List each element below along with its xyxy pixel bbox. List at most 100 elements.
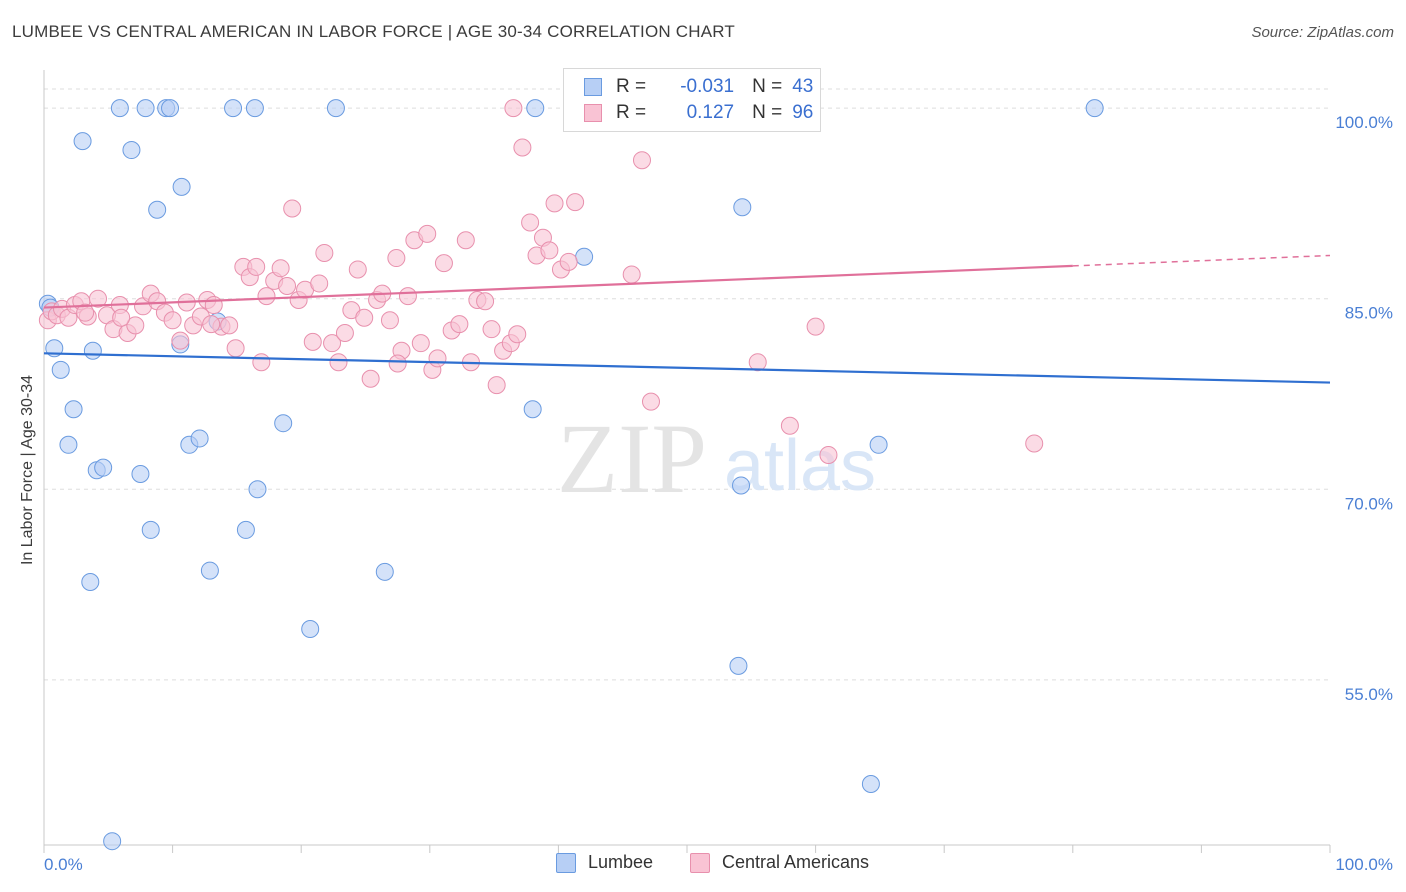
lumbee-point xyxy=(274,414,293,433)
central-americans-point xyxy=(171,331,190,350)
legend-r-value: -0.031 xyxy=(680,76,735,97)
watermark-zip: ZIP xyxy=(557,403,707,514)
central-americans-point xyxy=(283,199,302,218)
central-americans-point xyxy=(303,332,322,351)
central-americans-point xyxy=(76,303,95,322)
central-americans-point xyxy=(748,353,767,372)
central-americans-point xyxy=(456,231,475,250)
lumbee-point xyxy=(64,400,83,419)
central-americans-point xyxy=(163,311,182,330)
watermark-atlas: atlas xyxy=(724,426,876,506)
legend-n-label: N = xyxy=(752,76,783,97)
central-americans-point xyxy=(315,243,334,262)
central-americans-point xyxy=(476,292,495,311)
central-americans-point xyxy=(1025,434,1044,453)
lumbee-point xyxy=(190,429,209,448)
legend-n-value: 96 xyxy=(792,102,814,123)
central-americans-point xyxy=(513,138,532,157)
legend-swatch-central-americans xyxy=(690,852,710,873)
lumbee-point xyxy=(103,832,122,851)
central-americans-point xyxy=(521,213,540,232)
lumbee-point xyxy=(59,435,78,454)
central-americans-point xyxy=(271,259,290,278)
legend-row-lumbee: R = -0.031 N = 43 xyxy=(584,75,813,99)
lumbee-point xyxy=(248,480,267,499)
lumbee-point xyxy=(148,200,167,219)
lumbee-point xyxy=(732,476,751,495)
x-tick-label-min: 0.0% xyxy=(44,855,83,874)
lumbee-point xyxy=(523,400,542,419)
central-americans-point xyxy=(310,274,329,293)
central-americans-point xyxy=(504,99,523,118)
lumbee-point xyxy=(869,435,888,454)
central-americans-point xyxy=(780,416,799,435)
trend-lines xyxy=(43,254,1331,384)
legend-r-label: R = xyxy=(616,76,647,97)
central-americans-point xyxy=(487,376,506,395)
central-americans-point xyxy=(226,339,245,358)
central-americans-point xyxy=(112,308,131,327)
central-americans-point xyxy=(348,260,367,279)
lumbee-point xyxy=(136,99,155,118)
lumbee-point xyxy=(161,99,180,118)
lumbee-point xyxy=(326,99,345,118)
y-tick-label: 100.0% xyxy=(1335,113,1393,132)
lumbee-point xyxy=(81,573,100,592)
central-americans-point xyxy=(508,325,527,344)
legend-n-value: 43 xyxy=(792,76,814,97)
central-americans-point xyxy=(418,224,437,243)
central-americans-point xyxy=(545,194,564,213)
lumbee-point xyxy=(575,247,594,266)
y-axis-label: In Labor Force | Age 30-34 xyxy=(19,374,36,566)
central-americans-point xyxy=(257,287,276,306)
y-tick-label: 85.0% xyxy=(1345,304,1393,323)
lumbee-point xyxy=(301,620,320,639)
central-americans-point xyxy=(89,289,108,308)
lumbee-point xyxy=(733,198,752,217)
lumbee-point xyxy=(141,520,160,539)
y-tick-label: 70.0% xyxy=(1345,494,1393,513)
central-americans-point xyxy=(641,392,660,411)
lumbee-point xyxy=(94,458,113,477)
central-americans-point xyxy=(388,354,407,373)
lumbee-point xyxy=(375,562,394,581)
watermark: ZIP atlas xyxy=(557,403,876,514)
central-americans-point xyxy=(819,445,838,464)
central-americans-point xyxy=(329,353,348,372)
central-americans-point xyxy=(632,151,651,170)
lumbee-point xyxy=(110,99,129,118)
central-americans-point xyxy=(806,317,825,336)
legend-r-label: R = xyxy=(616,102,647,123)
legend-swatch-central-americans xyxy=(584,104,602,122)
central-americans-point xyxy=(540,241,559,260)
central-americans-point xyxy=(559,252,578,271)
correlation-legend: R = -0.031 N = 43 R = 0.127 N = 96 xyxy=(563,68,821,132)
central-americans-trend-line-extension xyxy=(1072,254,1331,267)
lumbee-point xyxy=(51,360,70,379)
central-americans-point xyxy=(247,257,266,276)
lumbee-point xyxy=(200,561,219,580)
legend-swatch-lumbee xyxy=(584,78,602,96)
central-americans-point xyxy=(252,353,271,372)
lumbee-point xyxy=(1085,99,1104,118)
legend-row-central-americans: R = 0.127 N = 96 xyxy=(584,101,813,125)
central-americans-point xyxy=(126,316,145,335)
central-americans-point xyxy=(278,276,297,295)
lumbee-point xyxy=(526,99,545,118)
central-americans-point xyxy=(361,369,380,388)
central-americans-point xyxy=(411,334,430,353)
legend-n-label: N = xyxy=(752,102,783,123)
legend-item-central-americans[interactable]: Central Americans xyxy=(690,852,869,873)
lumbee-trend-line xyxy=(43,352,1331,384)
central-americans-point xyxy=(434,254,453,273)
lumbee-point xyxy=(861,775,880,794)
axes xyxy=(43,70,1331,853)
central-americans-point xyxy=(387,249,406,268)
legend-item-lumbee[interactable]: Lumbee xyxy=(556,852,653,873)
central-americans-point xyxy=(323,334,342,353)
lumbee-point xyxy=(83,341,102,360)
source-label: Source: ZipAtlas.com xyxy=(1251,24,1394,41)
x-tick-label-max: 100.0% xyxy=(1335,855,1393,874)
central-americans-point xyxy=(482,320,501,339)
lumbee-point xyxy=(172,177,191,196)
